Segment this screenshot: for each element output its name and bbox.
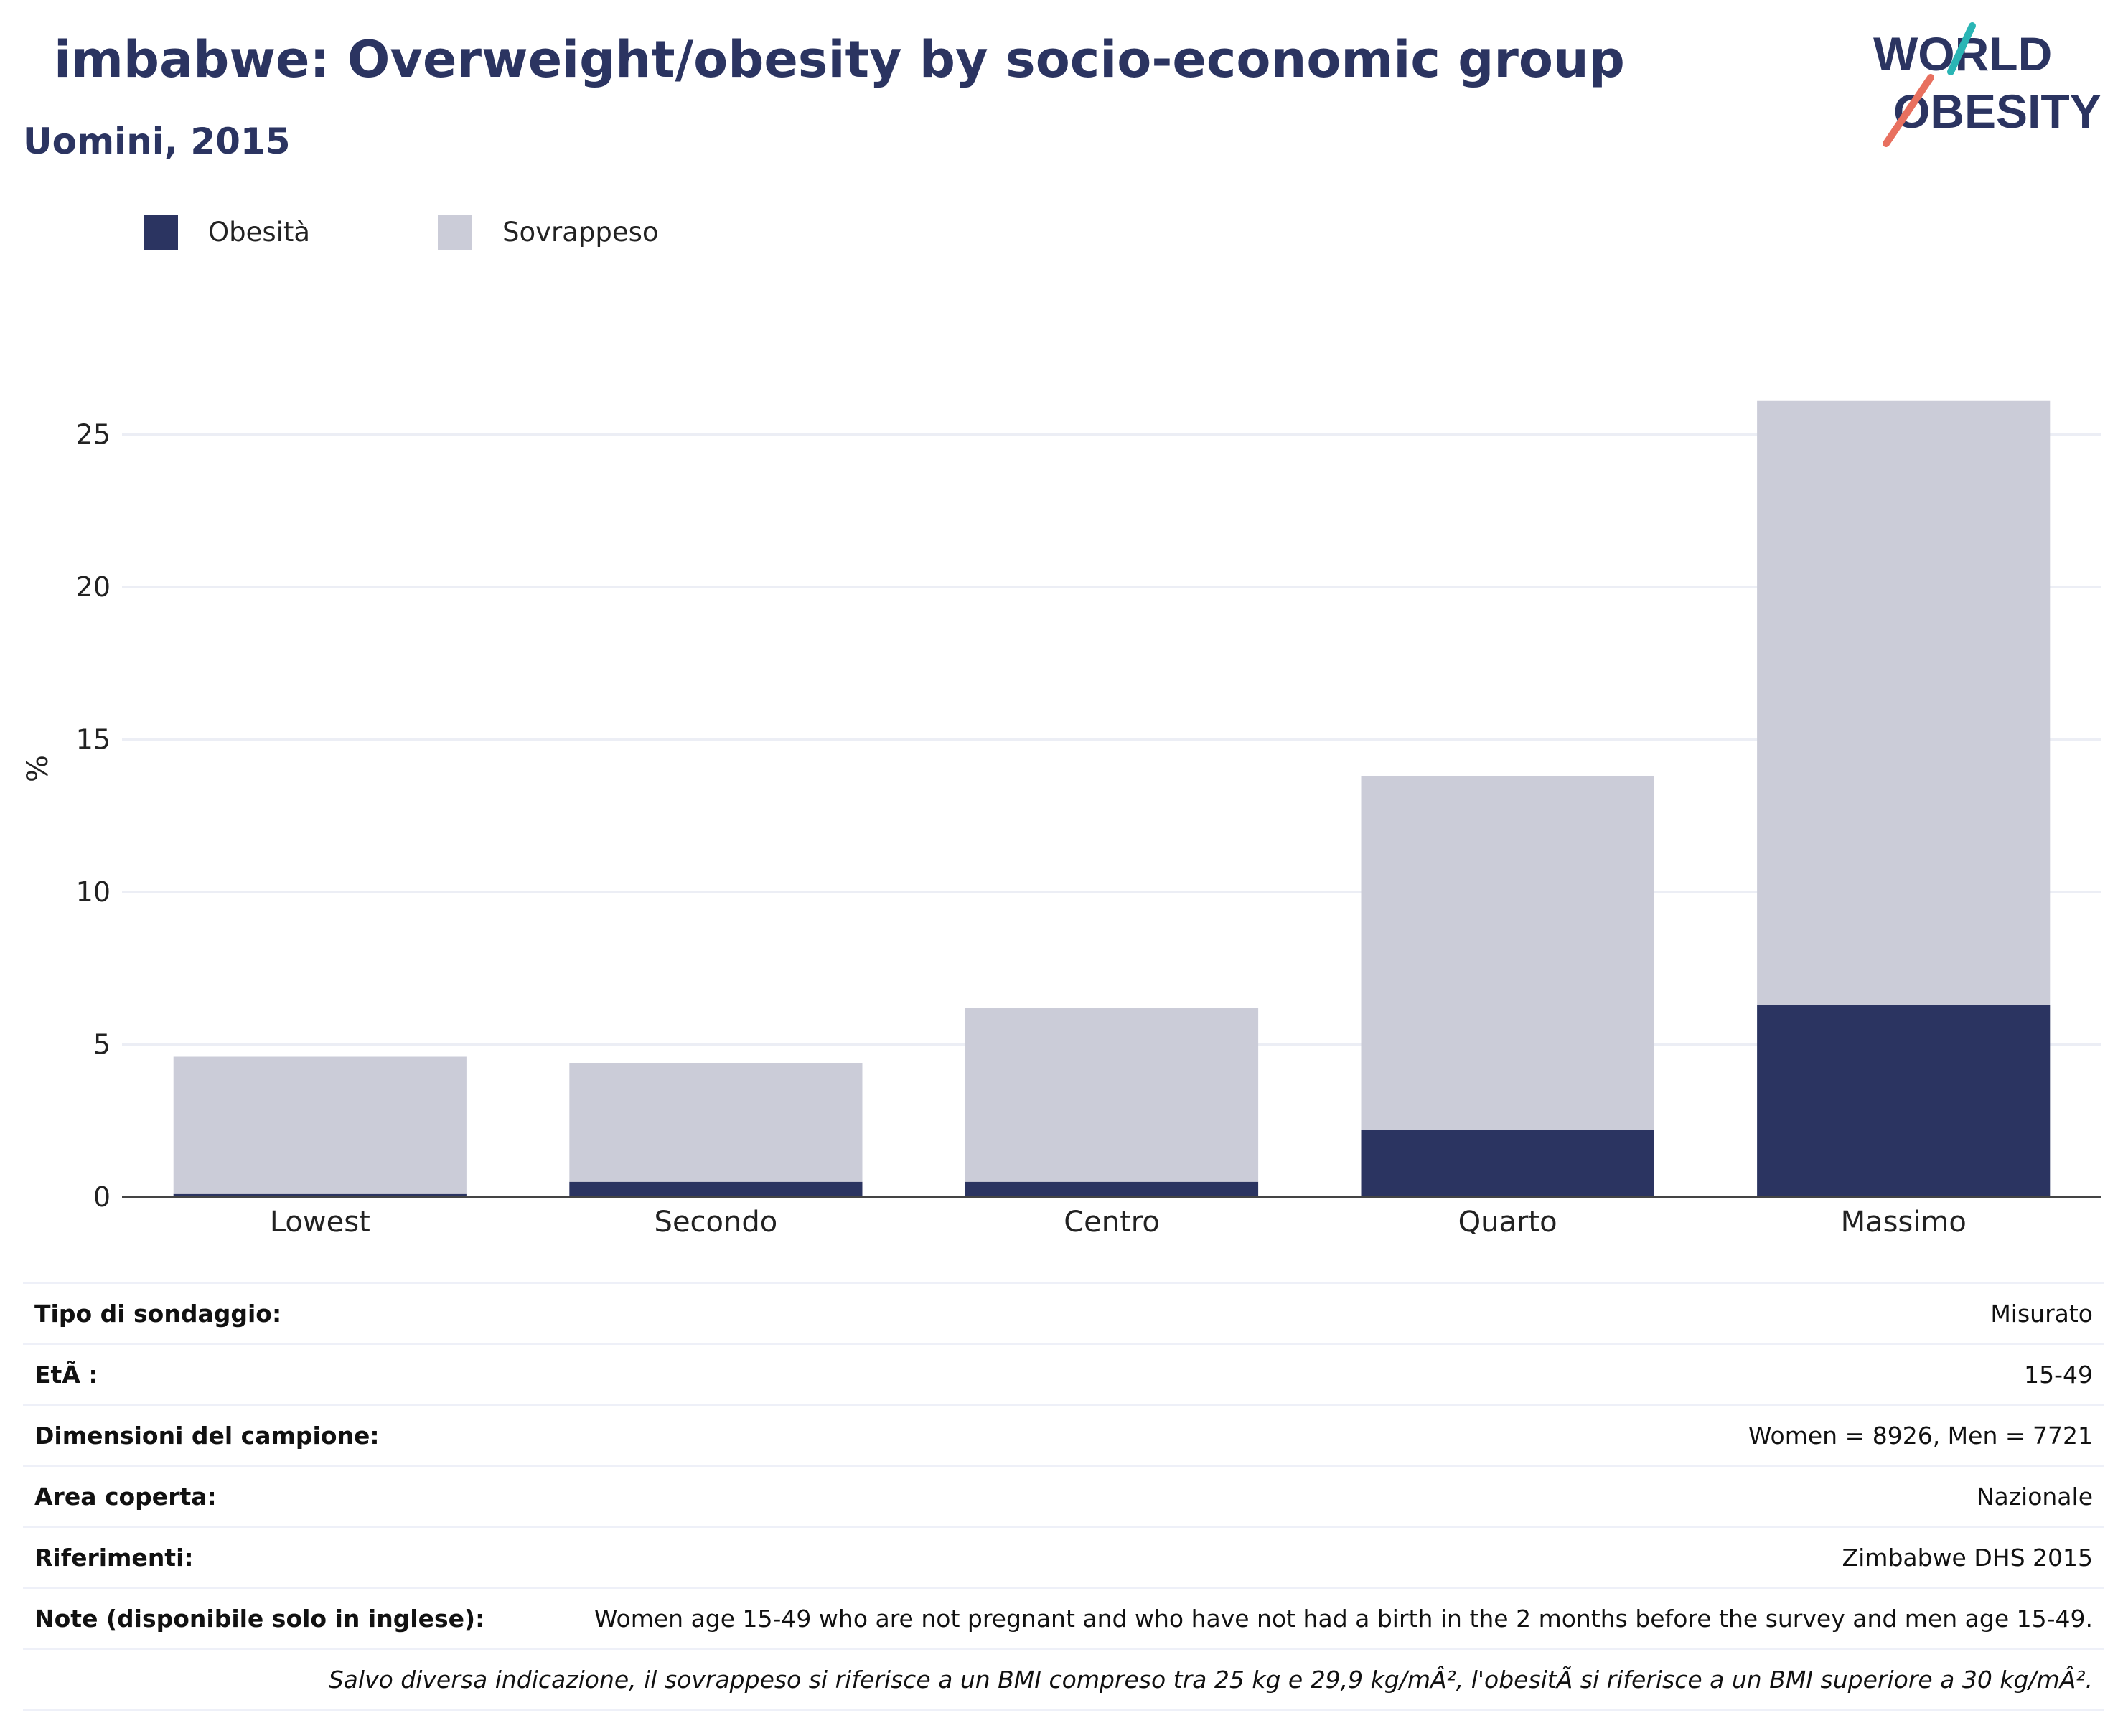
legend-label-obesity: Obesità [208, 217, 311, 248]
page-title: imbabwe: Overweight/obesity by socio-eco… [54, 30, 1625, 89]
x-tick-label: Lowest [270, 1206, 370, 1234]
bar-overweight [569, 1063, 863, 1182]
info-value: Women age 15-49 who are not pregnant and… [594, 1605, 2093, 1633]
y-tick-label: 20 [76, 571, 111, 603]
y-tick-label: 0 [93, 1181, 111, 1213]
x-tick-label: Secondo [655, 1206, 778, 1234]
info-value: Nazionale [1976, 1483, 2093, 1511]
legend-label-overweight: Sovrappeso [502, 217, 659, 248]
world-obesity-logo: WORLD OBESITY [1873, 22, 2101, 147]
y-tick-label: 25 [76, 419, 111, 451]
info-label: Riferimenti: [34, 1544, 194, 1572]
info-label: Tipo di sondaggio: [34, 1300, 282, 1328]
bar-overweight [965, 1008, 1259, 1182]
info-row-area: Area coperta: Nazionale [23, 1465, 2104, 1526]
svg-text:OBESITY: OBESITY [1893, 85, 2101, 138]
bar-obesity [965, 1181, 1259, 1197]
info-row-references: Riferimenti: Zimbabwe DHS 2015 [23, 1526, 2104, 1587]
bar-obesity [569, 1181, 863, 1197]
y-tick-label: 5 [93, 1029, 111, 1061]
bar-obesity [173, 1193, 467, 1197]
footnote-text: Salvo diversa indicazione, il sovrappeso… [328, 1666, 2093, 1694]
info-label: EtÃ : [34, 1361, 98, 1389]
x-tick-label: Quarto [1458, 1206, 1557, 1234]
survey-info-table: Tipo di sondaggio: Misurato EtÃ : 15-49 … [23, 1282, 2104, 1711]
info-label: Area coperta: [34, 1483, 217, 1511]
stacked-bar-chart: 0 5 10 15 20 25 Lowest Secondo Centro Quarto Massi… [76, 400, 2101, 1234]
y-axis-label: % [22, 754, 55, 782]
info-label: Note (disponibile solo in inglese): [34, 1605, 485, 1633]
info-value: Women = 8926, Men = 7721 [1748, 1422, 2093, 1450]
info-value: Misurato [1990, 1300, 2093, 1328]
x-tick-label: Massimo [1841, 1206, 1967, 1234]
bar-overweight [1361, 776, 1654, 1130]
chart-subtitle: Uomini, 2015 [23, 121, 291, 162]
bar-overweight [173, 1056, 467, 1194]
info-value: Zimbabwe DHS 2015 [1842, 1544, 2093, 1572]
bar-overweight [1757, 400, 2051, 1005]
info-row-survey-type: Tipo di sondaggio: Misurato [23, 1282, 2104, 1343]
info-value: 15-49 [2024, 1361, 2093, 1389]
info-row-sample-size: Dimensioni del campione: Women = 8926, M… [23, 1404, 2104, 1465]
bar-obesity [1361, 1130, 1654, 1197]
info-label: Dimensioni del campione: [34, 1422, 380, 1450]
info-row-age: EtÃ : 15-49 [23, 1343, 2104, 1404]
info-row-notes: Note (disponibile solo in inglese): Wome… [23, 1587, 2104, 1648]
y-tick-label: 15 [76, 724, 111, 756]
y-tick-label: 10 [76, 876, 111, 908]
bar-obesity [1757, 1005, 2051, 1197]
x-tick-label: Centro [1064, 1206, 1160, 1234]
legend-swatch-obesity [144, 215, 178, 250]
bmi-footnote: Salvo diversa indicazione, il sovrappeso… [23, 1648, 2104, 1711]
legend-swatch-overweight [438, 215, 472, 250]
